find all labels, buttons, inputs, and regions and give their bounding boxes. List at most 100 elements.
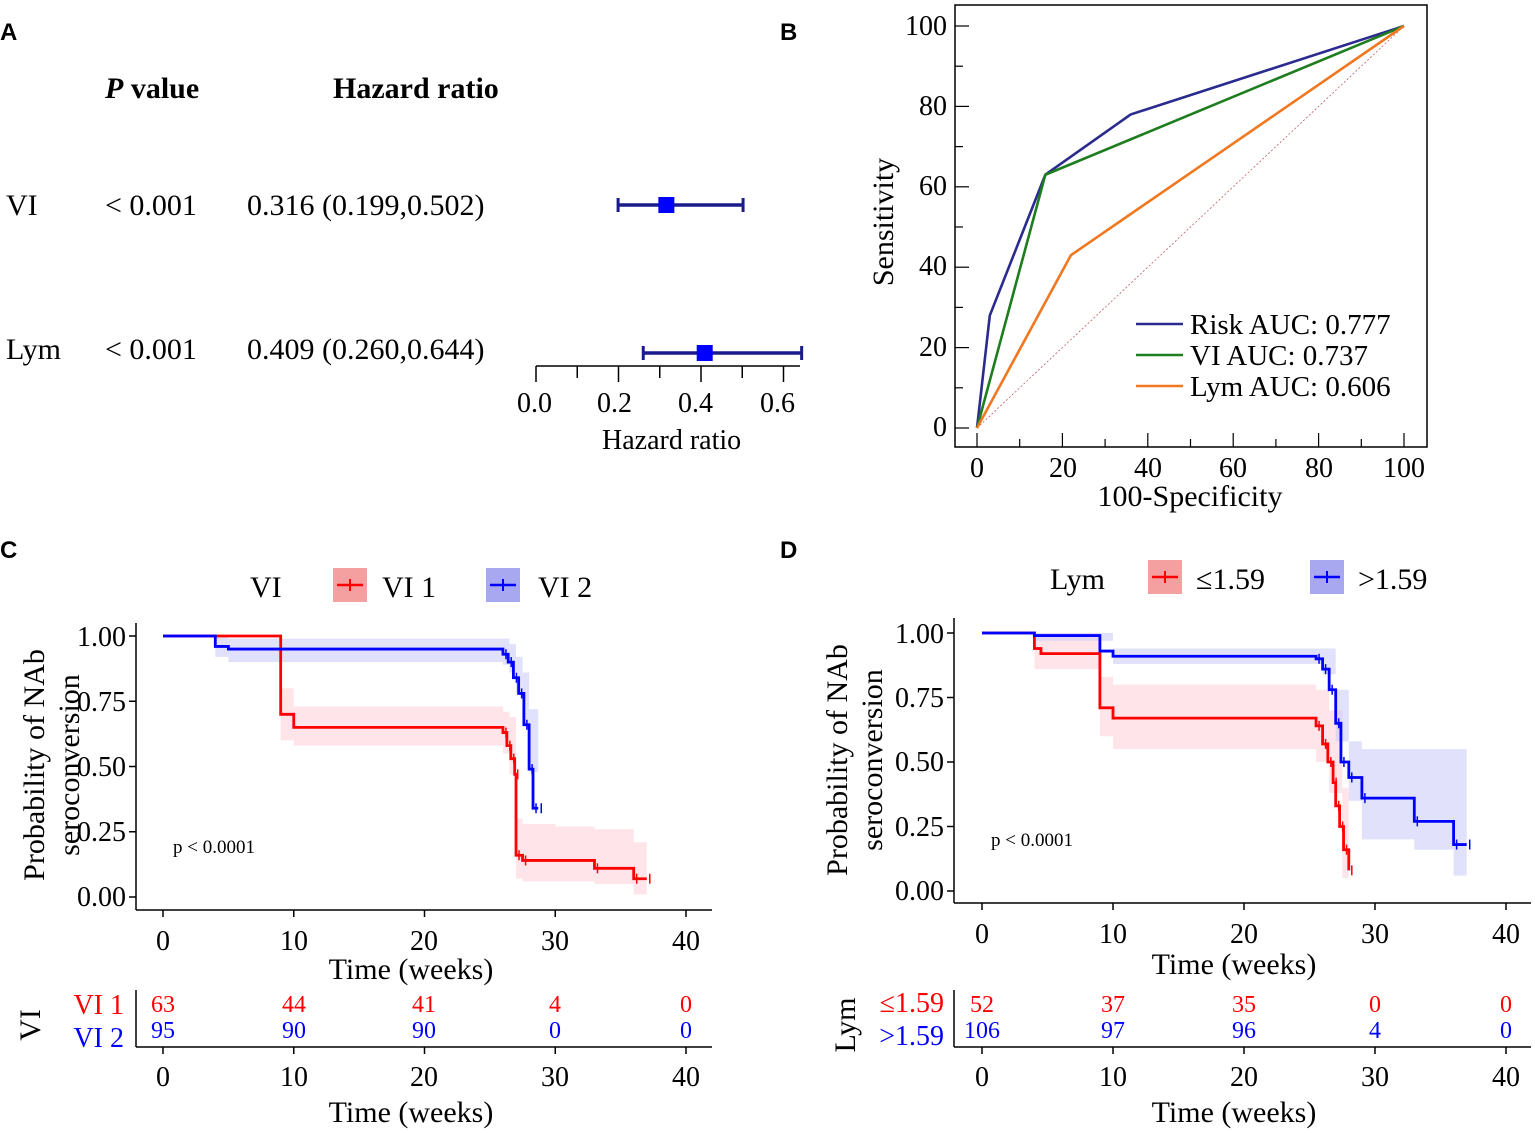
km-d-xtick-40: 40 bbox=[1492, 919, 1520, 950]
km-c-xtick-10: 10 bbox=[280, 926, 308, 957]
km-d-ticks bbox=[947, 632, 1507, 910]
km-c-risk-vi2-10: 90 bbox=[282, 1018, 306, 1044]
roc-xtick-80: 80 bbox=[1305, 453, 1333, 484]
km-d-risk-xtick-40: 40 bbox=[1492, 1062, 1520, 1093]
km-c-risk-vi2-30: 0 bbox=[549, 1018, 561, 1044]
roc-curve-lym bbox=[975, 24, 1405, 429]
km-d-risk-ticks bbox=[981, 1047, 1507, 1054]
km-d-risk-xlabel: Time (weeks) bbox=[1152, 1096, 1317, 1129]
km-c-risk-xtick-10: 10 bbox=[280, 1062, 308, 1093]
panel-a: A P value Hazard ratio VI < 0.001 0.316 … bbox=[0, 19, 804, 456]
roc-xtick-40: 40 bbox=[1134, 453, 1162, 484]
km-d-risk-low-40: 0 bbox=[1500, 992, 1512, 1018]
roc-plot bbox=[975, 24, 1405, 429]
roc-diagonal bbox=[976, 25, 1405, 429]
km-c-risk-xtick-20: 20 bbox=[410, 1062, 438, 1093]
forest-row-label-lym: Lym bbox=[6, 333, 61, 366]
panel-a-letter: A bbox=[0, 19, 17, 46]
km-c-xtick-40: 40 bbox=[672, 926, 700, 957]
km-d-ytick-3: 0.75 bbox=[895, 683, 944, 714]
km-c-risk-vi2-0: 95 bbox=[151, 1018, 175, 1044]
km-d-risk-xtick-20: 20 bbox=[1230, 1062, 1258, 1093]
forest-tick-label-3: 0.6 bbox=[760, 388, 795, 419]
km-c-risk-vi1-0: 63 bbox=[151, 992, 175, 1018]
km-d-risk-high-40: 0 bbox=[1500, 1018, 1512, 1044]
km-d-xtick-0: 0 bbox=[975, 919, 989, 950]
km-d-pvalue: p < 0.0001 bbox=[991, 830, 1073, 851]
roc-xtick-20: 20 bbox=[1049, 453, 1077, 484]
km-c-legend-vi2: VI 2 bbox=[538, 571, 592, 604]
km-c-band-vi2 bbox=[163, 636, 539, 845]
km-d-ytick-4: 1.00 bbox=[895, 619, 944, 650]
km-d-plot bbox=[982, 631, 1471, 891]
km-c-risk-xlabel: Time (weeks) bbox=[329, 1096, 494, 1129]
km-c-ytick-4: 1.00 bbox=[77, 622, 126, 653]
roc-ytick-40: 40 bbox=[919, 251, 947, 282]
km-c-plot bbox=[163, 634, 651, 895]
km-c-risk-ticks bbox=[162, 1047, 687, 1054]
km-d-xtick-30: 30 bbox=[1361, 919, 1389, 950]
forest-axis-label: Hazard ratio bbox=[602, 425, 741, 456]
km-d-risk-high-10: 97 bbox=[1101, 1018, 1125, 1044]
km-c-risk-vi2-40: 0 bbox=[680, 1018, 692, 1044]
km-d-band-low bbox=[982, 633, 1349, 891]
km-d-curve-low bbox=[982, 631, 1351, 871]
km-c-ytick-1: 0.25 bbox=[77, 817, 126, 848]
km-c-ytick-0: 0.00 bbox=[77, 882, 126, 913]
km-c-ytick-2: 0.50 bbox=[77, 752, 126, 783]
km-c-xlabel: Time (weeks) bbox=[329, 953, 494, 986]
forest-axis-ticks bbox=[535, 366, 785, 382]
roc-legend-lym: Lym AUC: 0.606 bbox=[1190, 371, 1391, 403]
km-c-ytick-3: 0.75 bbox=[77, 687, 126, 718]
roc-legend-risk: Risk AUC: 0.777 bbox=[1190, 309, 1391, 341]
km-d-xtick-20: 20 bbox=[1230, 919, 1258, 950]
km-d-xlabel: Time (weeks) bbox=[1152, 948, 1317, 981]
km-d-risk-low-20: 35 bbox=[1232, 992, 1256, 1018]
forest-row-hr-vi: 0.316 (0.199,0.502) bbox=[247, 189, 484, 222]
km-c-risk-label-vi1: VI 1 bbox=[73, 990, 124, 1021]
forest-row-p-vi: < 0.001 bbox=[105, 189, 197, 222]
km-c-ticks bbox=[129, 635, 687, 917]
km-d-xtick-10: 10 bbox=[1099, 919, 1127, 950]
forest-tick-label-2: 0.4 bbox=[678, 388, 713, 419]
km-d-ytick-2: 0.50 bbox=[895, 747, 944, 778]
km-d-ylabel-1: Probability of NAb bbox=[821, 644, 854, 876]
forest-col-hr-header: Hazard ratio bbox=[333, 72, 499, 105]
roc-ylabel: Sensitivity bbox=[867, 158, 900, 286]
km-c-legend-vi1: VI 1 bbox=[382, 571, 436, 604]
panel-b-letter: B bbox=[780, 19, 797, 46]
km-d-legend-high: >1.59 bbox=[1358, 563, 1427, 596]
km-c-curve-vi2 bbox=[163, 634, 539, 810]
km-c-curve-vi1 bbox=[163, 634, 647, 881]
km-d-risk-low-10: 37 bbox=[1101, 992, 1125, 1018]
km-c-risk-xtick-40: 40 bbox=[672, 1062, 700, 1093]
forest-point-lym bbox=[696, 345, 713, 361]
panel-c-letter: C bbox=[0, 537, 17, 564]
km-d-risk-xtick-30: 30 bbox=[1361, 1062, 1389, 1093]
km-c-xtick-30: 30 bbox=[541, 926, 569, 957]
forest-col-p-prefix: P bbox=[104, 72, 124, 105]
roc-ticks bbox=[955, 25, 1405, 447]
forest-row-hr-lym: 0.409 (0.260,0.644) bbox=[247, 333, 484, 366]
roc-ytick-60: 60 bbox=[919, 171, 947, 202]
forest-plot bbox=[616, 197, 804, 361]
km-d-ytick-0: 0.00 bbox=[895, 876, 944, 907]
km-c-band-vi1 bbox=[163, 636, 647, 895]
km-c-risk-xtick-30: 30 bbox=[541, 1062, 569, 1093]
km-c-risk-vi1-30: 4 bbox=[549, 992, 561, 1018]
forest-tick-label-1: 0.2 bbox=[597, 388, 632, 419]
forest-point-vi bbox=[658, 197, 675, 213]
roc-xlabel: 100-Specificity bbox=[1098, 480, 1283, 513]
forest-row-p-lym: < 0.001 bbox=[105, 333, 197, 366]
forest-row-label-vi: VI bbox=[6, 189, 38, 222]
km-c-risk-vi1-40: 0 bbox=[680, 992, 692, 1018]
roc-ytick-0: 0 bbox=[933, 412, 947, 443]
roc-xtick-0: 0 bbox=[970, 453, 984, 484]
km-d-risk-low-30: 0 bbox=[1369, 992, 1381, 1018]
km-c-risk-vi1-20: 41 bbox=[412, 992, 436, 1018]
roc-ytick-80: 80 bbox=[919, 91, 947, 122]
km-d-legend-low: ≤1.59 bbox=[1196, 563, 1265, 596]
forest-col-p-suffix: value bbox=[123, 72, 199, 105]
panel-c: C VI VI 1 VI 2 0.00 0.25 0.50 0.75 1.00 … bbox=[0, 537, 712, 1129]
